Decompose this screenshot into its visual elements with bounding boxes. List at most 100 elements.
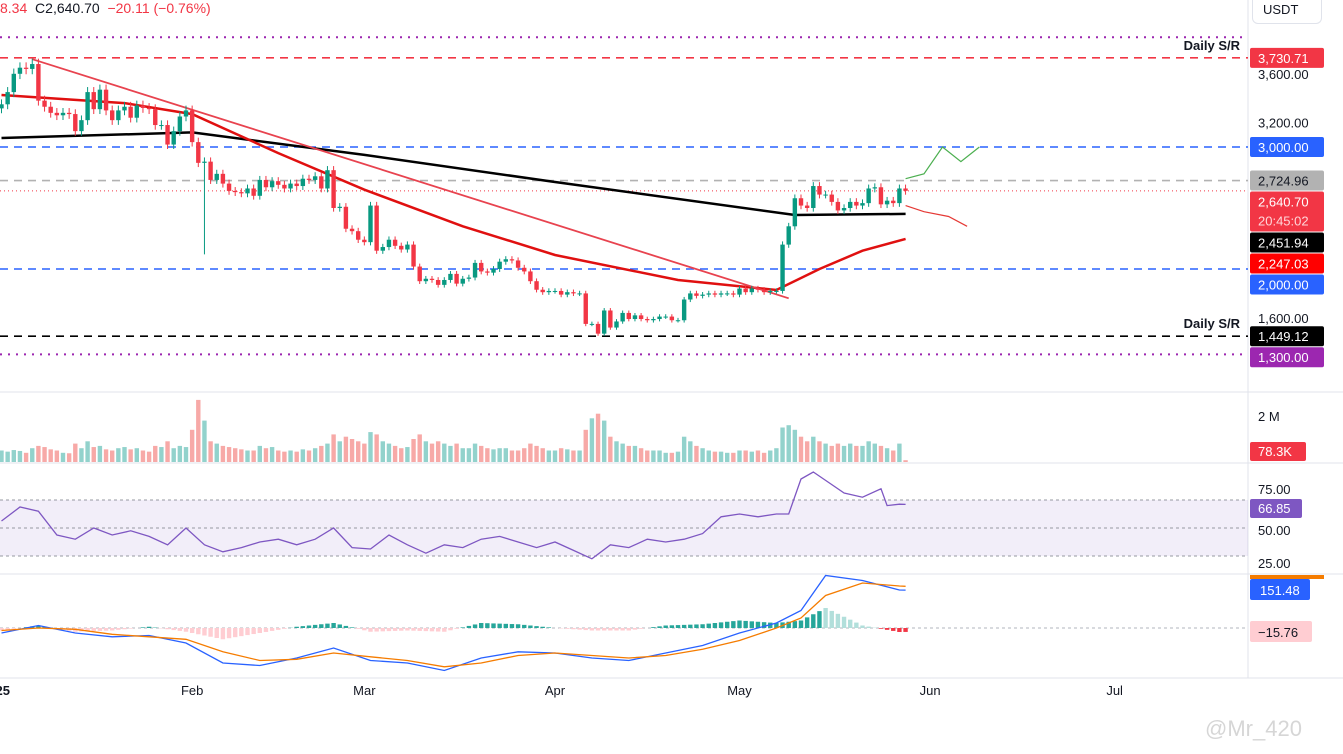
candle-body [66, 112, 72, 115]
level-label: 1,449.12 [1258, 329, 1309, 344]
candle-body [558, 290, 564, 295]
macd-histogram-bar [472, 624, 478, 628]
macd-histogram-bar [749, 621, 754, 628]
volume-bar [442, 443, 447, 462]
candle-body [5, 92, 10, 105]
macd-histogram-bar [5, 628, 10, 630]
volume-bar [552, 450, 558, 462]
volume-bar [651, 450, 656, 462]
macd-histogram-bar [602, 628, 607, 631]
candle-body [780, 244, 785, 291]
volume-bar [79, 448, 84, 462]
volume-bar [694, 445, 699, 462]
candle-body [503, 259, 508, 262]
macd-histogram-bar [245, 628, 250, 636]
macd-histogram-bar [386, 628, 392, 632]
macd-histogram-bar [239, 628, 244, 637]
candle-body [546, 290, 552, 293]
candle-body [442, 279, 447, 285]
candle-body [220, 173, 226, 184]
volume-bar [688, 441, 693, 462]
volume-bar [522, 448, 527, 462]
macd-histogram-bar [312, 624, 318, 628]
candle-body [448, 273, 453, 280]
macd-histogram-bar [257, 628, 262, 633]
currency-selector[interactable]: USDT [1252, 0, 1322, 24]
volume-bar [325, 443, 330, 462]
volume-bar [42, 447, 47, 462]
candle-body [626, 312, 631, 320]
volume-bar [337, 441, 342, 462]
macd-histogram-bar [528, 625, 533, 628]
candle-body [571, 292, 576, 294]
macd-histogram-bar [497, 623, 502, 628]
volume-bar [472, 443, 478, 462]
candle-body [23, 67, 29, 69]
macd-histogram-bar [626, 628, 631, 631]
macd-histogram-bar [417, 628, 422, 631]
volume-label: 78.3K [1258, 444, 1292, 459]
volume-bar [423, 441, 429, 462]
volume-bar [110, 450, 115, 462]
volume-bar [663, 452, 668, 462]
macd-histogram-bar [657, 626, 662, 628]
candle-body [392, 239, 398, 246]
volume-bar [17, 450, 23, 462]
volume-bar [11, 450, 16, 462]
candle-body [528, 271, 533, 282]
candle-body [540, 289, 545, 293]
candle-body [399, 245, 404, 250]
candle-body [811, 186, 816, 208]
volume-bar [878, 445, 884, 462]
volume-bar [349, 439, 355, 462]
volume-bar [700, 448, 705, 462]
volume-bar [208, 441, 213, 462]
candle-body [128, 106, 133, 118]
candle-body [460, 278, 465, 284]
volume-bar [866, 441, 871, 462]
volume-bar [331, 434, 336, 462]
candle-body [454, 273, 459, 284]
price-label: 2,451.94 [1258, 236, 1309, 251]
macd-histogram-bar [122, 628, 127, 630]
candle-body [497, 261, 502, 269]
macd-histogram-bar [632, 628, 638, 630]
candle-body [233, 190, 238, 193]
price-label: 2,640.70 [1258, 195, 1309, 210]
volume-bar [749, 451, 754, 462]
level-label: 3,000.00 [1258, 140, 1309, 155]
candle-body [91, 92, 96, 110]
volume-bar [804, 441, 810, 462]
candle-body [897, 188, 902, 204]
candle-body [829, 194, 834, 202]
volume-bar [884, 448, 890, 462]
macd-histogram-bar [534, 626, 539, 628]
candle-body [620, 312, 625, 322]
macd-histogram-bar [116, 628, 121, 630]
macd-histogram-bar [405, 628, 410, 631]
close-label: C [35, 0, 46, 16]
macd-histogram-bar [841, 616, 847, 628]
candle-body [73, 114, 78, 132]
trendline [32, 58, 789, 300]
volume-bar [276, 450, 281, 462]
macd-histogram-bar [103, 628, 109, 631]
volume-bar [645, 450, 650, 462]
candle-body [214, 173, 219, 180]
candle-body [54, 112, 60, 116]
candle-body [866, 188, 871, 204]
macd-histogram-bar [294, 626, 299, 628]
volume-bar [565, 449, 570, 462]
macd-histogram-bar [884, 628, 890, 630]
macd-histogram-bar [356, 628, 361, 629]
volume-bar [448, 445, 453, 462]
macd-histogram-bar [220, 628, 226, 640]
volume-bar [774, 448, 779, 462]
macd-histogram-bar [675, 625, 681, 628]
rsi-line [1, 471, 906, 560]
x-tick-label: Jul [1106, 683, 1123, 698]
candle-body [0, 104, 4, 109]
volume-bar [558, 448, 564, 462]
macd-histogram-bar [183, 628, 189, 632]
